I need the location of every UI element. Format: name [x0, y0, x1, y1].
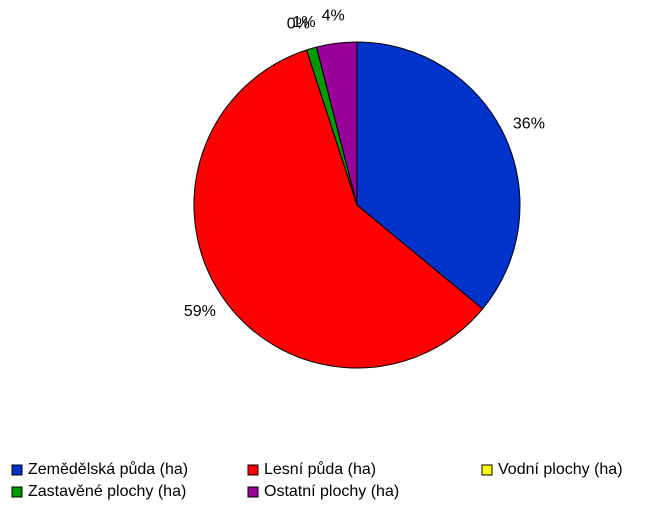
legend-swatch [11, 486, 23, 498]
data-label: 36% [513, 115, 545, 132]
legend-swatch [11, 464, 23, 476]
legend-swatch [247, 486, 259, 498]
legend-label: Zemědělská půda (ha) [28, 460, 188, 478]
legend-swatch [247, 464, 259, 476]
data-label: 4% [322, 8, 345, 25]
pie-slice [315, 41, 358, 206]
pie-slice [193, 49, 484, 369]
data-label: 0% [287, 16, 310, 33]
pie-slice [356, 41, 521, 310]
legend-label: Ostatní plochy (ha) [264, 483, 399, 500]
legend-label: Lesní půda (ha) [264, 460, 376, 478]
legend-label: Zastavěné plochy (ha) [28, 483, 186, 500]
data-label: 1% [292, 14, 315, 31]
legend-swatch [481, 464, 493, 476]
legend-label: Vodní plochy (ha) [498, 461, 623, 478]
data-label: 59% [184, 303, 216, 320]
